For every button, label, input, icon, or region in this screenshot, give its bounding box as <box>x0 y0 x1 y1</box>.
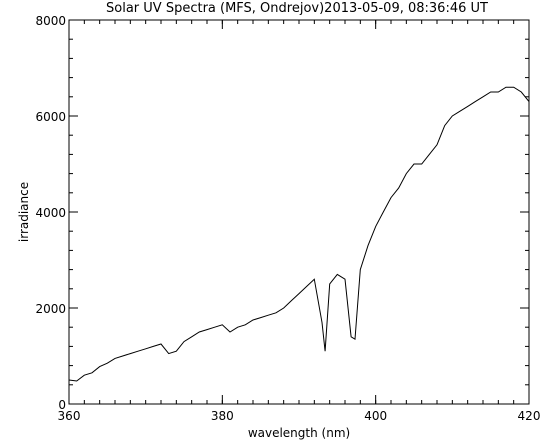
plot-frame <box>68 19 530 405</box>
y-tick-label: 2000 <box>35 302 66 316</box>
x-tick-label: 380 <box>211 409 234 423</box>
y-axis-label: irradiance <box>17 182 31 242</box>
y-tick-label: 4000 <box>35 206 66 220</box>
x-axis-label: wavelength (nm) <box>248 426 350 440</box>
y-tick-label: 0 <box>58 398 66 412</box>
spectrum-line <box>68 86 530 382</box>
y-tick-labels: 0 2000 4000 6000 8000 <box>35 14 66 412</box>
y-tick-label: 6000 <box>35 110 66 124</box>
x-tick-label: 360 <box>58 409 81 423</box>
x-tick-label: 420 <box>518 409 541 423</box>
chart-title: Solar UV Spectra (MFS, Ondrejov)2013-05-… <box>106 1 488 16</box>
y-tick-label: 8000 <box>35 14 66 28</box>
x-tick-label: 400 <box>364 409 387 423</box>
axis-ticks <box>68 19 530 405</box>
x-tick-labels: 360 380 400 420 <box>58 409 541 423</box>
